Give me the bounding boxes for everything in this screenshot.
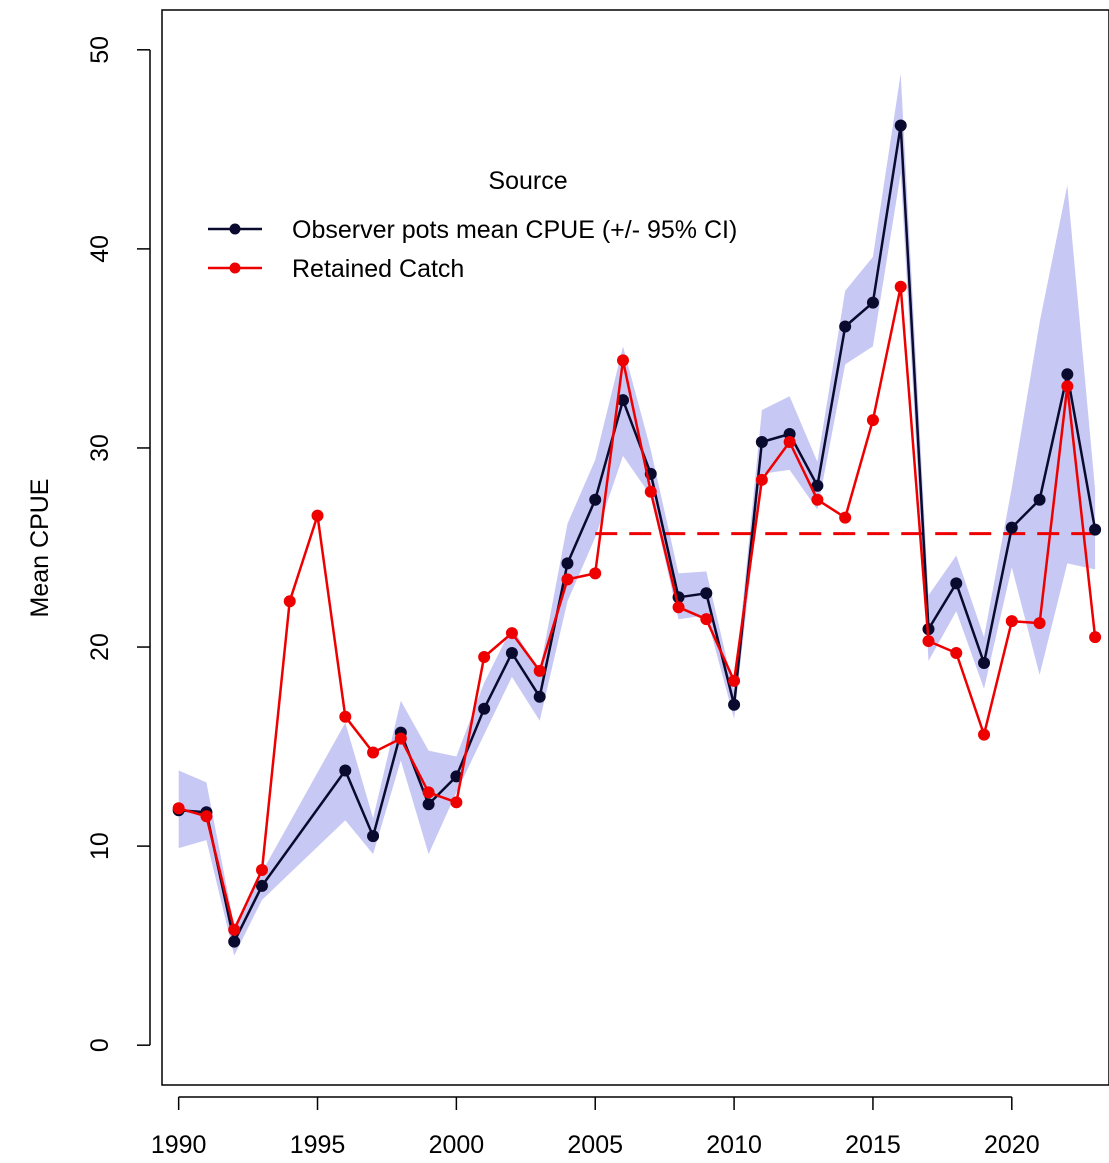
data-point-retained [283, 595, 296, 608]
data-point-retained [1033, 617, 1046, 630]
data-point-retained [422, 786, 435, 799]
data-point-retained [533, 664, 546, 677]
data-point-retained [978, 728, 991, 741]
data-point-retained [922, 635, 935, 648]
legend: Source Observer pots mean CPUE (+/- 95% … [208, 167, 737, 283]
data-point-observer [617, 394, 630, 407]
x-tick-label: 1995 [290, 1131, 346, 1159]
data-point-retained [672, 601, 685, 614]
x-tick-label: 2020 [984, 1131, 1040, 1159]
data-point-observer [728, 698, 741, 711]
y-axis-title: Mean CPUE [26, 479, 54, 618]
data-point-observer [839, 320, 852, 333]
data-point-retained [755, 473, 768, 486]
x-tick-label: 2015 [845, 1131, 901, 1159]
data-point-retained [339, 710, 352, 723]
series-line-retained [178, 285, 1097, 931]
data-point-observer [950, 577, 963, 590]
data-point-observer [450, 770, 463, 783]
data-point-retained [617, 354, 630, 367]
data-point-observer [505, 647, 518, 660]
y-tick-label: 50 [86, 36, 114, 64]
x-tick-label: 1990 [151, 1131, 207, 1159]
data-point-retained [839, 511, 852, 524]
data-point-retained [783, 435, 796, 448]
data-point-retained [728, 674, 741, 687]
data-point-retained [894, 280, 907, 293]
legend-title: Source [488, 167, 567, 195]
legend-label-observer: Observer pots mean CPUE (+/- 95% CI) [292, 216, 737, 244]
data-point-observer [755, 435, 768, 448]
confidence-band-layer [178, 73, 1096, 956]
data-point-retained [950, 647, 963, 660]
data-point-retained [700, 613, 713, 626]
data-point-observer [478, 702, 491, 715]
data-point-retained [172, 802, 185, 815]
data-point-retained [478, 650, 491, 663]
data-point-retained [1061, 380, 1074, 393]
data-point-retained [1005, 615, 1018, 628]
data-point-observer [367, 830, 380, 843]
data-point-observer [1089, 523, 1102, 536]
y-axis: 0 10 20 30 40 50 [86, 36, 151, 1052]
data-point-observer [533, 690, 546, 703]
y-tick-label: 20 [86, 633, 114, 661]
x-tick-label: 2000 [429, 1131, 485, 1159]
data-point-observer [339, 764, 352, 777]
data-point-retained [589, 567, 602, 580]
y-tick-label: 40 [86, 235, 114, 263]
data-point-observer [1061, 368, 1074, 381]
legend-label-retained: Retained Catch [292, 255, 464, 283]
data-point-observer [811, 479, 824, 492]
data-point-retained [644, 485, 657, 498]
legend-key-marker-observer [229, 223, 241, 235]
x-tick-label: 2005 [567, 1131, 623, 1159]
data-point-retained [450, 796, 463, 809]
data-point-retained [228, 923, 241, 936]
plot-frame [161, 9, 1109, 1086]
data-point-observer [422, 798, 435, 811]
data-point-retained [255, 864, 268, 876]
data-point-retained [811, 493, 824, 506]
data-point-retained [866, 414, 879, 427]
x-axis: 1990 1995 2000 2005 2010 2015 2020 [151, 1096, 1040, 1159]
data-point-observer [228, 935, 241, 948]
data-point-retained [505, 627, 518, 640]
data-point-observer [700, 587, 713, 600]
data-point-observer [1033, 493, 1046, 506]
data-point-observer [1005, 521, 1018, 534]
data-point-retained [561, 573, 574, 586]
data-point-retained [311, 509, 324, 522]
data-point-retained [367, 746, 380, 759]
data-point-retained [1089, 631, 1102, 644]
data-point-retained [200, 810, 213, 823]
data-point-observer [589, 493, 602, 506]
data-point-observer [255, 879, 268, 892]
data-point-observer [978, 656, 991, 669]
observer-ci-band [178, 73, 1096, 956]
series-layer [172, 119, 1102, 948]
y-tick-label: 10 [86, 832, 114, 860]
data-point-observer [561, 557, 574, 570]
data-point-observer [866, 296, 879, 309]
data-point-observer [894, 119, 907, 132]
data-point-retained [394, 732, 407, 745]
y-tick-label: 30 [86, 434, 114, 462]
legend-key-marker-retained [229, 262, 241, 274]
x-tick-label: 2010 [706, 1131, 762, 1159]
y-tick-label: 0 [86, 1038, 114, 1052]
series-line-observer [178, 124, 1097, 943]
